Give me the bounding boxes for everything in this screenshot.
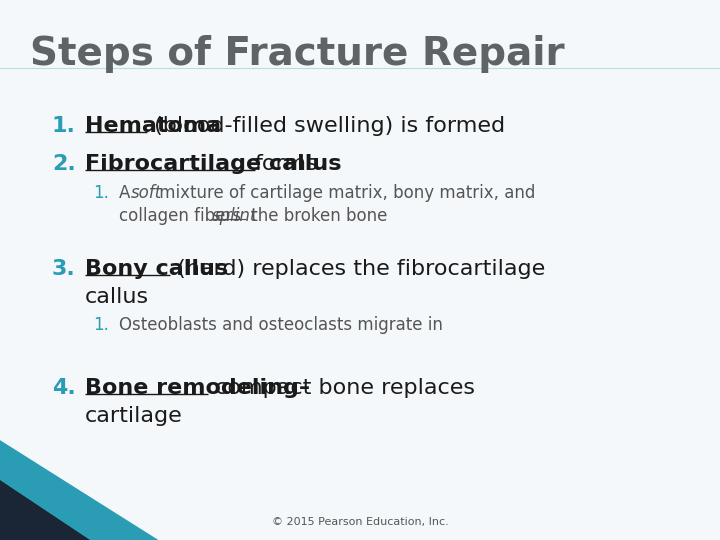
Text: the broken bone: the broken bone	[246, 207, 387, 225]
Text: callus: callus	[85, 287, 149, 307]
Text: forms: forms	[255, 154, 318, 174]
Text: collagen fibers: collagen fibers	[119, 207, 246, 225]
Text: (hard) replaces the fibrocartilage: (hard) replaces the fibrocartilage	[170, 259, 545, 279]
Text: 1.: 1.	[94, 316, 109, 334]
Text: soft: soft	[130, 184, 161, 201]
Text: (blood-filled swelling) is formed: (blood-filled swelling) is formed	[147, 116, 505, 136]
Text: A: A	[119, 184, 135, 201]
Text: cartilage: cartilage	[85, 406, 183, 426]
Text: Bone remodeling–: Bone remodeling–	[85, 378, 310, 398]
Text: 2.: 2.	[52, 154, 76, 174]
Text: 3.: 3.	[52, 259, 76, 279]
Text: Bony callus: Bony callus	[85, 259, 228, 279]
Text: Steps of Fracture Repair: Steps of Fracture Repair	[30, 35, 565, 73]
Text: splint: splint	[212, 207, 257, 225]
Text: 1.: 1.	[52, 116, 76, 136]
Text: © 2015 Pearson Education, Inc.: © 2015 Pearson Education, Inc.	[271, 516, 449, 526]
Text: 4.: 4.	[52, 378, 76, 398]
Text: Osteoblasts and osteoclasts migrate in: Osteoblasts and osteoclasts migrate in	[119, 316, 443, 334]
Text: compact bone replaces: compact bone replaces	[209, 378, 475, 398]
Polygon shape	[0, 480, 90, 540]
Text: Hematoma: Hematoma	[85, 116, 221, 136]
Polygon shape	[0, 440, 158, 540]
Text: Fibrocartilage callus: Fibrocartilage callus	[85, 154, 349, 174]
Text: mixture of cartilage matrix, bony matrix, and: mixture of cartilage matrix, bony matrix…	[153, 184, 535, 201]
Text: 1.: 1.	[94, 184, 109, 201]
